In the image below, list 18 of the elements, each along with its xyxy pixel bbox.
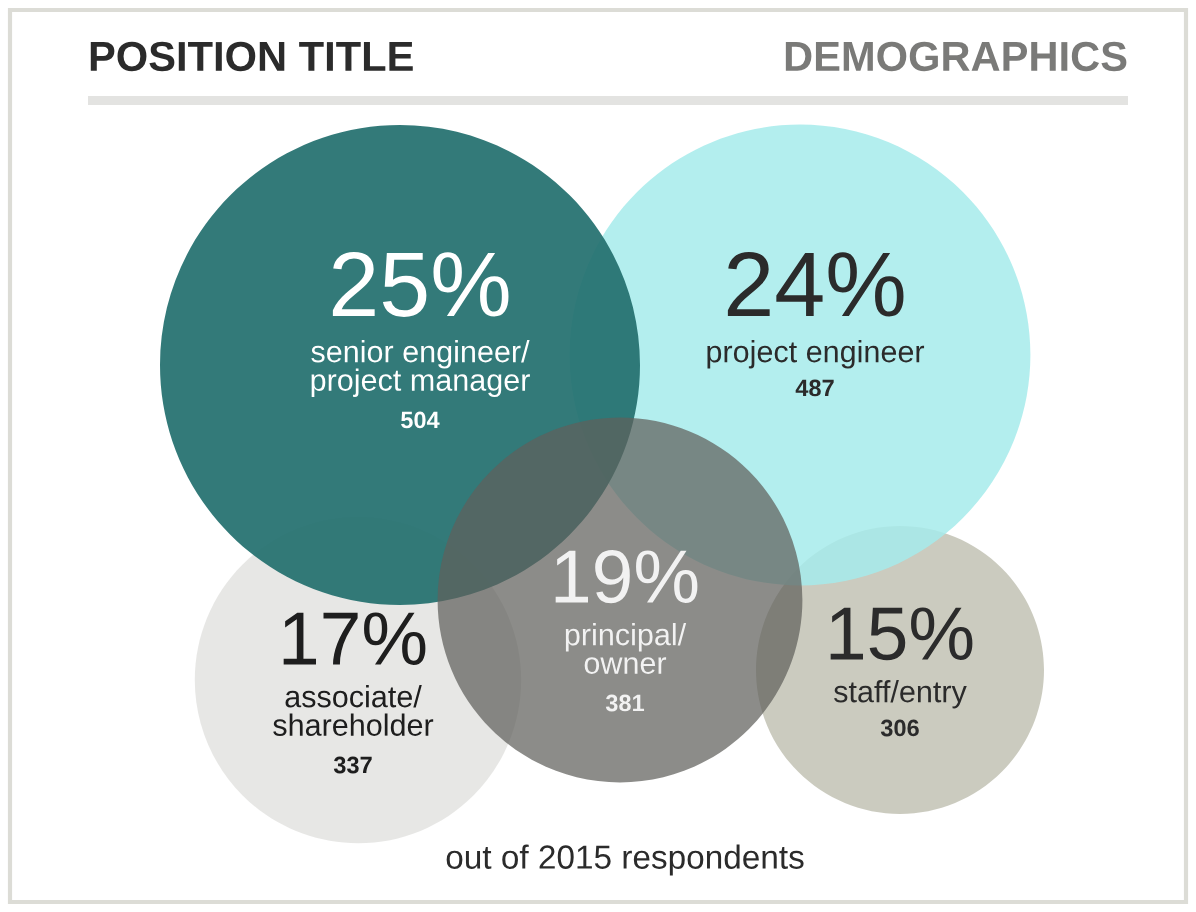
category-label: associate/ shareholder xyxy=(273,685,434,736)
category-label: staff/entry xyxy=(834,680,967,709)
data-label: 15% xyxy=(830,607,973,661)
category-label: project engineer xyxy=(707,340,925,369)
data-label: 337 xyxy=(333,756,372,774)
data-label: 306 xyxy=(880,719,919,737)
category-label: senior engineer/ project manager xyxy=(311,340,530,397)
data-label: 19% xyxy=(555,550,698,604)
text: POSITION TITLE xyxy=(90,41,413,72)
data-label: 25% xyxy=(332,251,509,317)
data-label: 17% xyxy=(283,612,426,665)
text: DEMOGRAPHICS xyxy=(785,41,1127,72)
category-label: principal/ owner xyxy=(565,623,687,674)
data-label: 24% xyxy=(727,251,904,317)
data-label: 381 xyxy=(605,694,645,712)
data-label: 504 xyxy=(401,411,440,429)
text: out of 2015 respondents xyxy=(446,844,804,876)
data-label: 487 xyxy=(795,379,834,397)
